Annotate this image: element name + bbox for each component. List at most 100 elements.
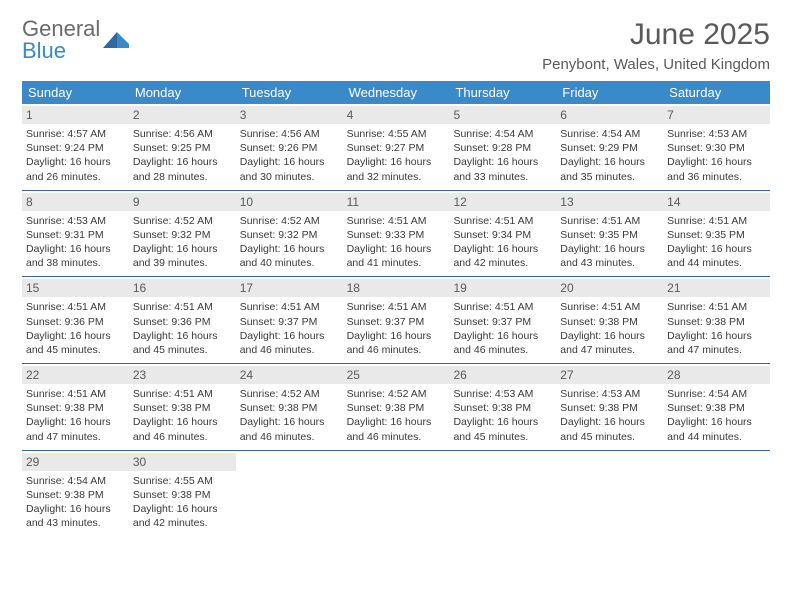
day-number: 25 [343, 366, 450, 384]
day-cell [236, 451, 343, 537]
day-number: 4 [343, 106, 450, 124]
day-info: Sunrise: 4:53 AMSunset: 9:30 PMDaylight:… [667, 127, 766, 184]
day-cell: 21 Sunrise: 4:51 AMSunset: 9:38 PMDayligh… [663, 277, 770, 363]
daylight-text: Daylight: 16 hours and 45 minutes. [26, 329, 125, 357]
sunset-text: Sunset: 9:38 PM [560, 401, 659, 415]
day-number: 30 [129, 453, 236, 471]
day-number: 17 [236, 279, 343, 297]
day-number: 3 [236, 106, 343, 124]
week-row: 29Sunrise: 4:54 AMSunset: 9:38 PMDayligh… [22, 451, 770, 537]
daylight-text: Daylight: 16 hours and 46 minutes. [347, 415, 446, 443]
sunset-text: Sunset: 9:38 PM [453, 401, 552, 415]
day-info: Sunrise: 4:51 AMSunset: 9:37 PMDaylight:… [240, 300, 339, 357]
sunset-text: Sunset: 9:34 PM [453, 228, 552, 242]
day-cell: 25 Sunrise: 4:52 AMSunset: 9:38 PMDayligh… [343, 364, 450, 450]
day-cell: 15Sunrise: 4:51 AMSunset: 9:36 PMDayligh… [22, 277, 129, 363]
day-number: 21 [663, 279, 770, 297]
day-cell: 22Sunrise: 4:51 AMSunset: 9:38 PMDayligh… [22, 364, 129, 450]
day-cell: 8Sunrise: 4:53 AMSunset: 9:31 PMDaylight… [22, 191, 129, 277]
week-row: 1 Sunrise: 4:57 AMSunset: 9:24 PMDaylight… [22, 104, 770, 191]
day-cell: 30 Sunrise: 4:55 AMSunset: 9:38 PMDayligh… [129, 451, 236, 537]
logo-line2: Blue [22, 40, 100, 62]
day-cell: 23 Sunrise: 4:51 AMSunset: 9:38 PMDayligh… [129, 364, 236, 450]
sunrise-text: Sunrise: 4:51 AM [667, 300, 766, 314]
daylight-text: Daylight: 16 hours and 26 minutes. [26, 155, 125, 183]
day-cell: 24Sunrise: 4:52 AMSunset: 9:38 PMDayligh… [236, 364, 343, 450]
daylight-text: Daylight: 16 hours and 47 minutes. [26, 415, 125, 443]
sunrise-text: Sunrise: 4:55 AM [347, 127, 446, 141]
sunset-text: Sunset: 9:38 PM [667, 401, 766, 415]
sunset-text: Sunset: 9:25 PM [133, 141, 232, 155]
day-cell: 14 Sunrise: 4:51 AMSunset: 9:35 PMDayligh… [663, 191, 770, 277]
header: General Blue June 2025 Penybont, Wales, … [22, 18, 770, 73]
day-info: Sunrise: 4:52 AMSunset: 9:38 PMDaylight:… [347, 387, 446, 444]
day-cell [663, 451, 770, 537]
day-cell: 3 Sunrise: 4:56 AMSunset: 9:26 PMDaylight… [236, 104, 343, 190]
sunrise-text: Sunrise: 4:51 AM [26, 387, 125, 401]
daylight-text: Daylight: 16 hours and 46 minutes. [240, 415, 339, 443]
sunrise-text: Sunrise: 4:51 AM [560, 214, 659, 228]
day-info: Sunrise: 4:56 AMSunset: 9:26 PMDaylight:… [240, 127, 339, 184]
sunset-text: Sunset: 9:29 PM [560, 141, 659, 155]
day-cell: 19Sunrise: 4:51 AMSunset: 9:37 PMDayligh… [449, 277, 556, 363]
daylight-text: Daylight: 16 hours and 47 minutes. [667, 329, 766, 357]
day-cell: 20Sunrise: 4:51 AMSunset: 9:38 PMDayligh… [556, 277, 663, 363]
sunset-text: Sunset: 9:38 PM [667, 315, 766, 329]
day-number: 13 [556, 193, 663, 211]
day-number: 18 [343, 279, 450, 297]
day-number: 14 [663, 193, 770, 211]
sunset-text: Sunset: 9:38 PM [347, 401, 446, 415]
sunrise-text: Sunrise: 4:51 AM [560, 300, 659, 314]
sunset-text: Sunset: 9:38 PM [240, 401, 339, 415]
sunset-text: Sunset: 9:38 PM [133, 488, 232, 502]
sunrise-text: Sunrise: 4:53 AM [667, 127, 766, 141]
day-info: Sunrise: 4:54 AMSunset: 9:28 PMDaylight:… [453, 127, 552, 184]
calendar: Sunday Monday Tuesday Wednesday Thursday… [22, 81, 770, 536]
day-info: Sunrise: 4:55 AMSunset: 9:27 PMDaylight:… [347, 127, 446, 184]
sunset-text: Sunset: 9:38 PM [133, 401, 232, 415]
day-cell: 11Sunrise: 4:51 AMSunset: 9:33 PMDayligh… [343, 191, 450, 277]
sunrise-text: Sunrise: 4:51 AM [240, 300, 339, 314]
day-info: Sunrise: 4:53 AMSunset: 9:38 PMDaylight:… [560, 387, 659, 444]
sunset-text: Sunset: 9:37 PM [453, 315, 552, 329]
weekday-header: Sunday Monday Tuesday Wednesday Thursday… [22, 81, 770, 104]
day-number: 23 [129, 366, 236, 384]
daylight-text: Daylight: 16 hours and 28 minutes. [133, 155, 232, 183]
sunset-text: Sunset: 9:35 PM [667, 228, 766, 242]
sunset-text: Sunset: 9:27 PM [347, 141, 446, 155]
daylight-text: Daylight: 16 hours and 47 minutes. [560, 329, 659, 357]
day-number: 15 [22, 279, 129, 297]
day-info: Sunrise: 4:51 AMSunset: 9:35 PMDaylight:… [560, 214, 659, 271]
daylight-text: Daylight: 16 hours and 46 minutes. [453, 329, 552, 357]
day-cell [556, 451, 663, 537]
day-info: Sunrise: 4:54 AMSunset: 9:29 PMDaylight:… [560, 127, 659, 184]
daylight-text: Daylight: 16 hours and 45 minutes. [453, 415, 552, 443]
day-number: 10 [236, 193, 343, 211]
day-info: Sunrise: 4:55 AMSunset: 9:38 PMDaylight:… [133, 474, 232, 531]
sunrise-text: Sunrise: 4:51 AM [133, 387, 232, 401]
day-cell: 12Sunrise: 4:51 AMSunset: 9:34 PMDayligh… [449, 191, 556, 277]
weekday-sunday: Sunday [22, 81, 129, 104]
day-number: 19 [449, 279, 556, 297]
daylight-text: Daylight: 16 hours and 42 minutes. [453, 242, 552, 270]
day-info: Sunrise: 4:51 AMSunset: 9:35 PMDaylight:… [667, 214, 766, 271]
day-info: Sunrise: 4:51 AMSunset: 9:34 PMDaylight:… [453, 214, 552, 271]
day-cell: 18Sunrise: 4:51 AMSunset: 9:37 PMDayligh… [343, 277, 450, 363]
daylight-text: Daylight: 16 hours and 46 minutes. [133, 415, 232, 443]
sunrise-text: Sunrise: 4:51 AM [26, 300, 125, 314]
day-number: 1 [22, 106, 129, 124]
day-info: Sunrise: 4:52 AMSunset: 9:32 PMDaylight:… [240, 214, 339, 271]
day-number: 26 [449, 366, 556, 384]
sunset-text: Sunset: 9:38 PM [26, 488, 125, 502]
sunrise-text: Sunrise: 4:52 AM [347, 387, 446, 401]
title-block: June 2025 Penybont, Wales, United Kingdo… [542, 18, 770, 73]
day-number: 16 [129, 279, 236, 297]
day-number: 24 [236, 366, 343, 384]
month-title: June 2025 [542, 18, 770, 52]
day-cell: 5Sunrise: 4:54 AMSunset: 9:28 PMDaylight… [449, 104, 556, 190]
day-info: Sunrise: 4:57 AMSunset: 9:24 PMDaylight:… [26, 127, 125, 184]
day-number: 7 [663, 106, 770, 124]
sunrise-text: Sunrise: 4:54 AM [26, 474, 125, 488]
logo-text: General Blue [22, 18, 100, 62]
weekday-thursday: Thursday [449, 81, 556, 104]
